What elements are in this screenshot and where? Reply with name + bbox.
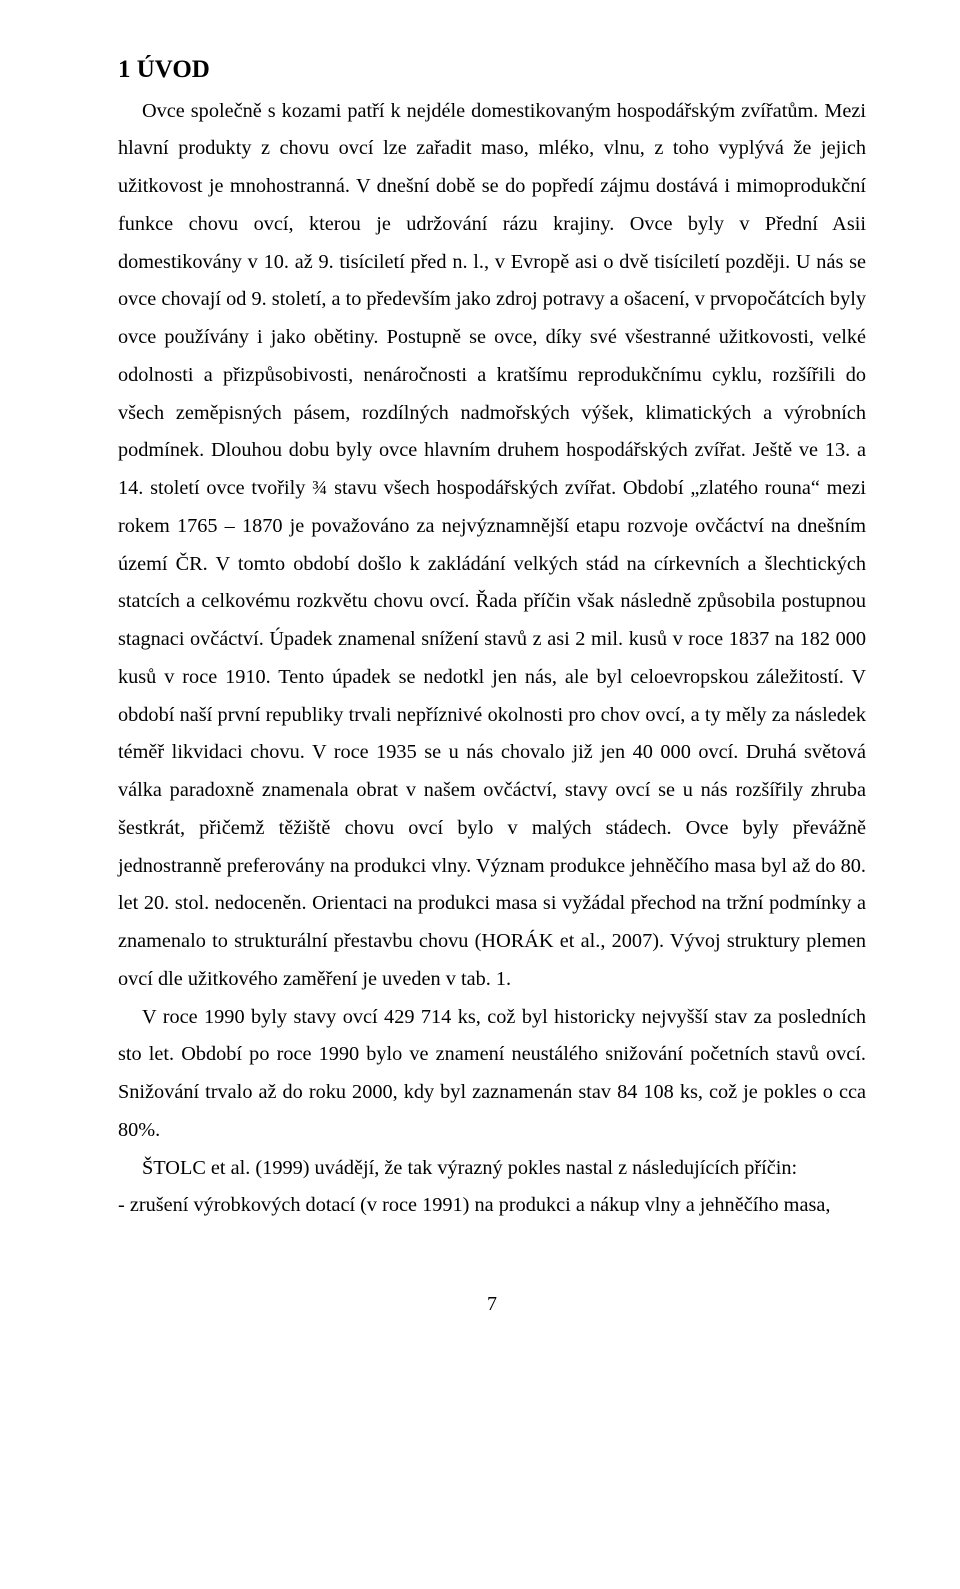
section-heading: 1 ÚVOD: [118, 54, 866, 87]
paragraph-2: V roce 1990 byly stavy ovcí 429 714 ks, …: [118, 999, 866, 1150]
paragraph-1: Ovce společně s kozami patří k nejdéle d…: [118, 93, 866, 999]
document-page: 1 ÚVOD Ovce společně s kozami patří k ne…: [0, 0, 960, 1356]
page-number: 7: [118, 1293, 866, 1316]
list-item-1: - zrušení výrobkových dotací (v roce 199…: [118, 1187, 866, 1225]
paragraph-3: ŠTOLC et al. (1999) uvádějí, že tak výra…: [118, 1150, 866, 1188]
